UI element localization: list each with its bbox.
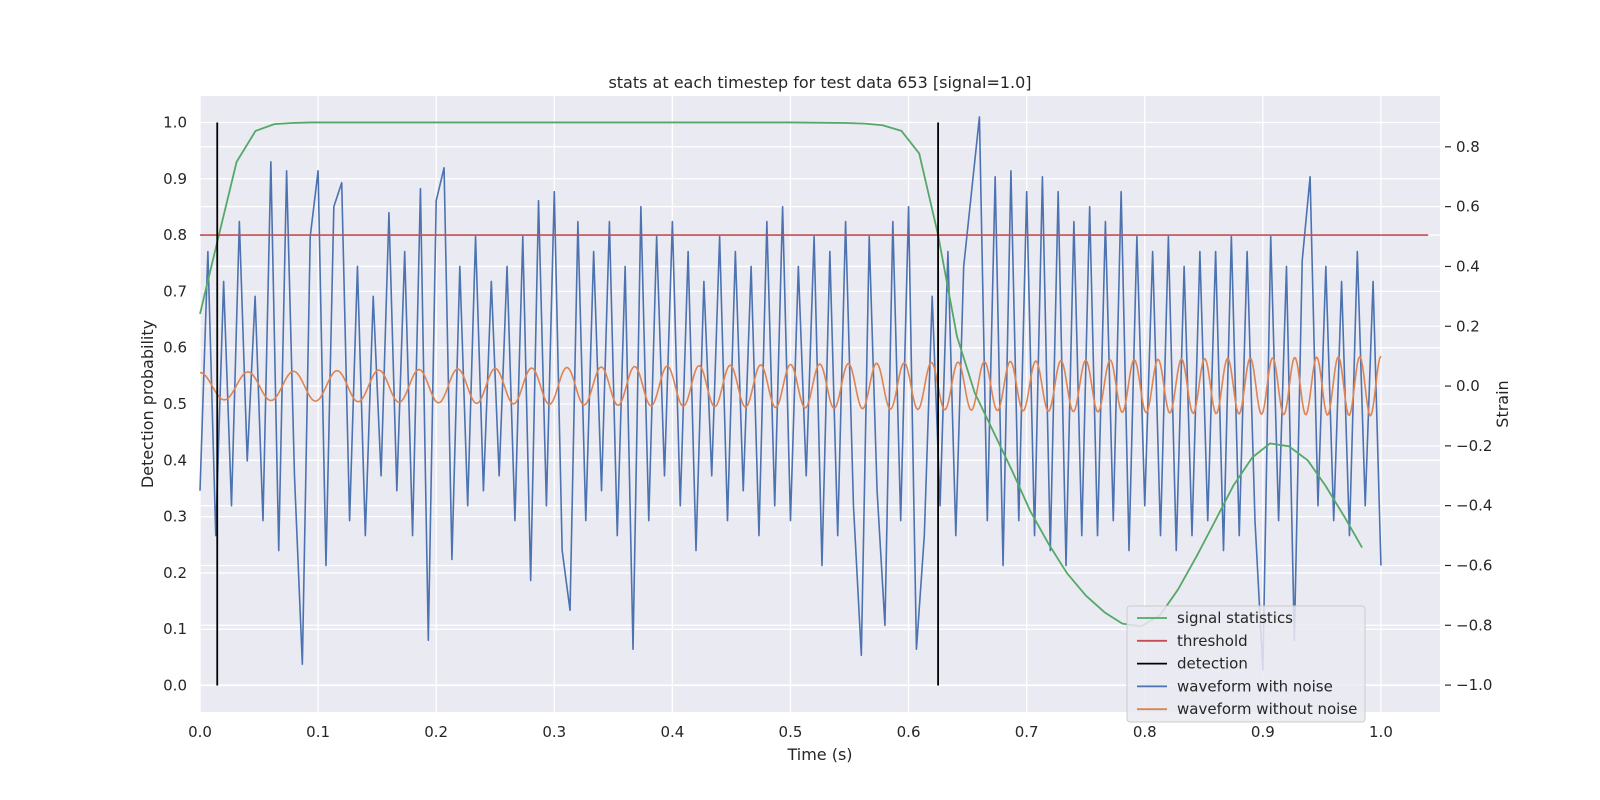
x-axis-title: Time (s) (786, 745, 852, 764)
legend-label: detection (1177, 655, 1248, 673)
legend-label: signal statistics (1177, 609, 1293, 627)
y2-tick-label: 0.8 (1456, 138, 1480, 156)
chart-title: stats at each timestep for test data 653… (608, 73, 1031, 92)
series-waveform-without-noise (199, 355, 1382, 417)
x-tick-label: 0.6 (897, 723, 921, 741)
y2-tick-label: −0.2 (1456, 437, 1492, 455)
y-tick-label: 0.8 (163, 226, 187, 244)
x-tick-label: 0.1 (306, 723, 330, 741)
x-tick-label: 1.0 (1369, 723, 1393, 741)
y2-tick-label: −0.4 (1456, 497, 1492, 515)
legend: signal statistics threshold detection wavef… (1126, 605, 1366, 723)
y-tick-label: 0.0 (163, 677, 187, 695)
y2-tick-label: 0.6 (1456, 198, 1480, 216)
legend-box (1126, 605, 1366, 723)
y-tick-label: 1.0 (163, 113, 187, 131)
x-tick-label: 0.4 (660, 723, 684, 741)
legend-label: threshold (1177, 632, 1248, 650)
y2-tick-label: 0.2 (1456, 317, 1480, 335)
y2-tick-label: −0.8 (1456, 616, 1492, 634)
y-tick-label: 0.7 (163, 282, 187, 300)
x-tick-label: 0.2 (424, 723, 448, 741)
y-tick-label: 0.6 (163, 339, 187, 357)
x-tick-label: 0.0 (188, 723, 212, 741)
legend-label: waveform with noise (1177, 677, 1333, 695)
x-tick-label: 0.8 (1133, 723, 1157, 741)
y-tick-label: 0.4 (163, 451, 187, 469)
y-tick-label: 0.1 (163, 620, 187, 638)
x-tick-label: 0.9 (1251, 723, 1275, 741)
y-tick-label: 0.5 (163, 395, 187, 413)
x-tick-label: 0.3 (542, 723, 566, 741)
series-signal-statistics (199, 121, 1363, 628)
x-tick-label: 0.7 (1015, 723, 1039, 741)
ticks: 0.0 0.1 0.2 0.3 0.4 0.5 0.6 0.7 0.8 0.9 1.0 0.0 0.1 0… (163, 113, 1492, 741)
series-layer (199, 116, 1429, 686)
y2-tick-label: 0.4 (1456, 257, 1480, 275)
y-axis-title: Detection probability (138, 320, 157, 488)
y-tick-label: 0.2 (163, 564, 187, 582)
x-tick-label: 0.5 (779, 723, 803, 741)
y2-tick-label: −1.0 (1456, 676, 1492, 694)
legend-label: waveform without noise (1177, 700, 1357, 718)
y2-axis-title: Strain (1493, 380, 1512, 427)
series-waveform-with-noise (199, 116, 1382, 671)
y-tick-label: 0.3 (163, 508, 187, 526)
y2-tick-label: −0.6 (1456, 556, 1492, 574)
y-tick-label: 0.9 (163, 170, 187, 188)
y2-tick-label: 0.0 (1456, 377, 1480, 395)
